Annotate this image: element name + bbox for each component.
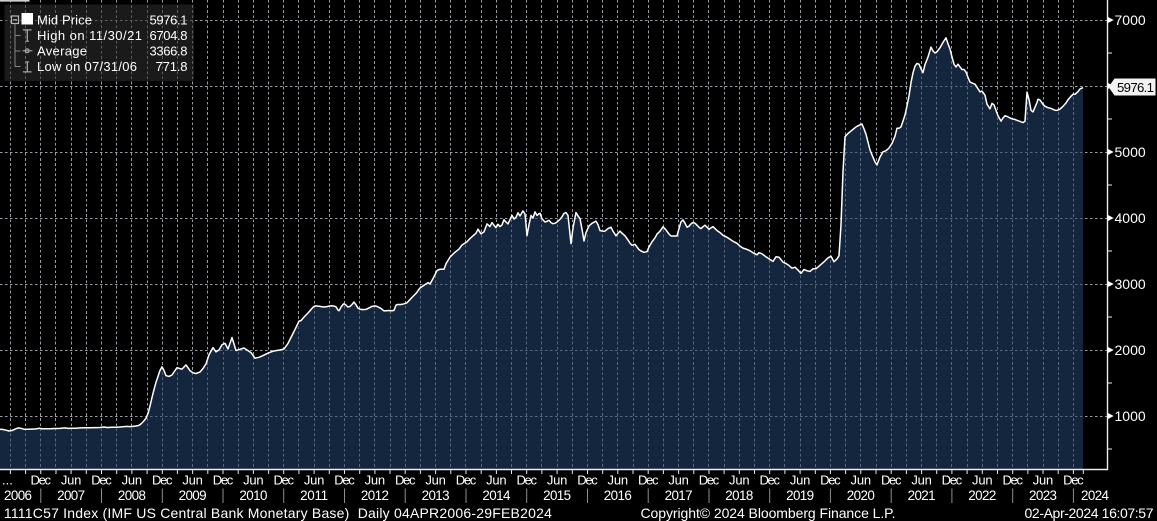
svg-text:...: ... xyxy=(2,472,13,487)
svg-text:Jun: Jun xyxy=(425,472,446,487)
svg-text:2017: 2017 xyxy=(665,488,693,503)
svg-text:Low on 07/31/06: Low on 07/31/06 xyxy=(37,59,137,74)
svg-text:Jun: Jun xyxy=(365,472,386,487)
svg-text:2015: 2015 xyxy=(543,488,571,503)
svg-text:2018: 2018 xyxy=(725,488,753,503)
svg-text:3000: 3000 xyxy=(1115,276,1146,292)
svg-text:5000: 5000 xyxy=(1115,144,1146,160)
svg-text:2023: 2023 xyxy=(1029,488,1057,503)
svg-text:5976.1: 5976.1 xyxy=(1117,80,1154,95)
svg-text:2006: 2006 xyxy=(4,488,32,503)
svg-text:Mid Price: Mid Price xyxy=(37,13,92,28)
svg-text:2011: 2011 xyxy=(300,488,328,503)
svg-text:771.8: 771.8 xyxy=(156,59,188,74)
svg-text:Jun: Jun xyxy=(729,472,750,487)
svg-text:Jun: Jun xyxy=(972,472,993,487)
svg-text:2009: 2009 xyxy=(179,488,207,503)
svg-text:2014: 2014 xyxy=(482,488,511,503)
svg-text:Dec: Dec xyxy=(942,472,963,487)
svg-text:Jun: Jun xyxy=(182,472,203,487)
svg-text:2016: 2016 xyxy=(604,488,632,503)
svg-text:Dec: Dec xyxy=(273,472,294,487)
svg-text:02-Apr-2024 16:07:57: 02-Apr-2024 16:07:57 xyxy=(1025,505,1154,521)
svg-text:2020: 2020 xyxy=(847,488,875,503)
svg-text:1000: 1000 xyxy=(1115,408,1146,424)
svg-text:Dec: Dec xyxy=(456,472,477,487)
svg-text:2019: 2019 xyxy=(786,488,814,503)
svg-text:Dec: Dec xyxy=(395,472,416,487)
svg-text:2010: 2010 xyxy=(239,488,267,503)
svg-text:Dec: Dec xyxy=(638,472,659,487)
svg-text:Jun: Jun xyxy=(486,472,507,487)
svg-text:4000: 4000 xyxy=(1115,210,1146,226)
svg-text:Copyright© 2024 Bloomberg Fina: Copyright© 2024 Bloomberg Finance L.P. xyxy=(641,505,896,521)
svg-text:Jun: Jun xyxy=(851,472,872,487)
svg-text:2012: 2012 xyxy=(361,488,389,503)
svg-text:Dec: Dec xyxy=(1002,472,1023,487)
svg-text:Dec: Dec xyxy=(820,472,841,487)
svg-text:5976.1: 5976.1 xyxy=(150,13,188,28)
svg-text:Dec: Dec xyxy=(1063,472,1084,487)
svg-text:2007: 2007 xyxy=(57,488,85,503)
svg-text:Dec: Dec xyxy=(152,472,173,487)
svg-text:2024: 2024 xyxy=(1081,488,1110,503)
svg-text:High on 11/30/21: High on 11/30/21 xyxy=(37,28,142,43)
svg-text:Dec: Dec xyxy=(516,472,537,487)
svg-text:1111C57 Index (IMF US Central: 1111C57 Index (IMF US Central Bank Monet… xyxy=(4,505,552,521)
svg-text:7000: 7000 xyxy=(1115,12,1146,28)
svg-text:Dec: Dec xyxy=(31,472,52,487)
svg-text:Jun: Jun xyxy=(1033,472,1054,487)
svg-text:Jun: Jun xyxy=(243,472,264,487)
svg-text:Jun: Jun xyxy=(790,472,811,487)
svg-text:Average: Average xyxy=(37,44,87,59)
svg-text:2021: 2021 xyxy=(908,488,936,503)
svg-text:Dec: Dec xyxy=(759,472,780,487)
svg-text:Jun: Jun xyxy=(304,472,325,487)
svg-text:Jun: Jun xyxy=(608,472,629,487)
svg-text:2013: 2013 xyxy=(422,488,450,503)
svg-text:3366.8: 3366.8 xyxy=(150,44,188,59)
svg-text:6704.8: 6704.8 xyxy=(150,28,188,43)
svg-text:Dec: Dec xyxy=(213,472,234,487)
svg-text:Jun: Jun xyxy=(122,472,143,487)
svg-text:Dec: Dec xyxy=(334,472,355,487)
svg-text:Jun: Jun xyxy=(911,472,932,487)
svg-text:2008: 2008 xyxy=(118,488,146,503)
svg-text:Dec: Dec xyxy=(699,472,720,487)
svg-text:Jun: Jun xyxy=(668,472,689,487)
svg-text:Dec: Dec xyxy=(91,472,112,487)
svg-text:Dec: Dec xyxy=(881,472,902,487)
svg-text:Jun: Jun xyxy=(61,472,82,487)
svg-text:Jun: Jun xyxy=(547,472,568,487)
svg-text:Dec: Dec xyxy=(577,472,598,487)
svg-text:2000: 2000 xyxy=(1115,342,1146,358)
svg-text:2022: 2022 xyxy=(968,488,996,503)
